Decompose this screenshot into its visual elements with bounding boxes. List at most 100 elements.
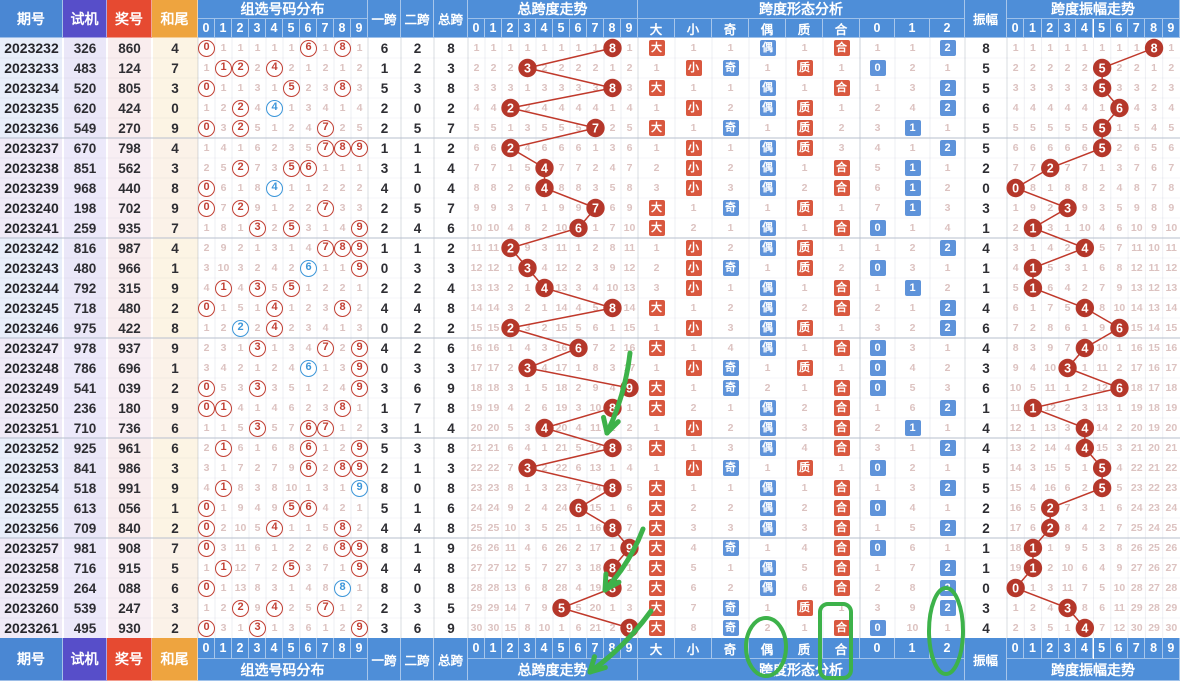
miss-count: 11 xyxy=(1096,362,1108,374)
form-cell: 5 xyxy=(860,158,895,178)
span-trend-cell: 12 xyxy=(553,258,570,278)
span-trend-cell: 1 xyxy=(536,198,553,218)
dist-cell: 2 xyxy=(351,518,368,538)
miss-count: 2 xyxy=(1133,62,1140,74)
miss-count: 8 xyxy=(237,482,244,494)
miss-count: 30 xyxy=(1130,622,1143,634)
miss-count: 4 xyxy=(1099,562,1106,574)
form-cell: 大 xyxy=(638,398,675,418)
miss-count: 6 xyxy=(1047,282,1054,294)
hit-digit-circle: 4 xyxy=(266,299,283,317)
span-total-cell: 3 xyxy=(447,260,455,276)
miss-count: 1 xyxy=(1081,262,1088,274)
period-cell: 2023233 xyxy=(4,60,59,76)
form-cell: 1 xyxy=(823,598,860,618)
form-cell: 3 xyxy=(895,78,930,98)
dist-cell: 1 xyxy=(266,618,283,638)
span-trend-cell: 1 xyxy=(536,298,553,318)
miss-count: 8 xyxy=(1081,602,1088,614)
span-total-cell: 4 xyxy=(447,420,455,436)
span-total-cell: 8 xyxy=(447,440,455,456)
form-cell: 1 xyxy=(786,278,823,298)
miss-count: 1 xyxy=(653,242,660,254)
amp-trend-cell: 6 xyxy=(1059,478,1076,498)
span-trend-cell: 20 xyxy=(468,418,485,438)
dist-cell: 2 xyxy=(215,598,232,618)
dist-cell: 3 xyxy=(249,278,266,298)
period-cell: 2023241 xyxy=(4,220,59,236)
span-trend-cell: 24 xyxy=(485,498,502,518)
form-cell: 2 xyxy=(930,278,965,298)
sum-tail-cell: 7 xyxy=(171,220,179,236)
hit-digit-circle: 8 xyxy=(334,459,351,477)
amplitude-cell: 2 xyxy=(982,500,990,516)
miss-count: 29 xyxy=(1148,622,1160,634)
miss-count: 2 xyxy=(237,242,244,254)
dist-cell: 8 xyxy=(334,238,351,258)
dist-cell: 3 xyxy=(198,358,215,378)
amplitude-cell: 1 xyxy=(982,220,990,236)
span2-cell: 4 xyxy=(413,520,422,536)
miss-count: 3 xyxy=(237,382,244,394)
amp-trend-cell: 1 xyxy=(1024,38,1041,58)
miss-count: 19 xyxy=(1165,402,1178,414)
amp-trend-cell: 1 xyxy=(1094,38,1111,58)
miss-count: 19 xyxy=(1148,422,1160,434)
amp-trend-cell: 19 xyxy=(1128,398,1145,418)
miss-count: 1 xyxy=(541,202,548,214)
hit-digit-circle: 2 xyxy=(232,59,249,77)
span1-cell: 2 xyxy=(380,120,389,136)
span-trend-cell: 6 xyxy=(536,538,553,558)
hit-digit-circle: 1 xyxy=(215,279,232,297)
miss-count: 6 xyxy=(288,402,295,414)
miss-count: 16 xyxy=(623,342,636,354)
miss-count: 2 xyxy=(322,62,329,74)
repeat-digit-circle: 2 xyxy=(232,319,249,337)
form-badge: 奇 xyxy=(722,620,739,636)
amp-trend-cell: 6 xyxy=(1111,498,1128,518)
amplitude-cell: 6 xyxy=(982,380,990,396)
form-cell: 1 xyxy=(749,358,786,378)
span-trend-cell: 5 xyxy=(468,118,485,138)
miss-count: 1 xyxy=(288,522,295,534)
amp-trend-cell: 7 xyxy=(1007,158,1024,178)
form-cell: 质 xyxy=(786,358,823,378)
miss-count: 3 xyxy=(507,302,514,314)
miss-count: 1 xyxy=(220,502,227,514)
miss-count: 2 xyxy=(1047,562,1054,574)
miss-count: 8 xyxy=(1151,202,1157,214)
miss-count: 2 xyxy=(575,62,582,74)
miss-count: 1 xyxy=(727,42,734,54)
miss-count: 28 xyxy=(555,582,568,594)
dist-cell: 1 xyxy=(351,498,368,518)
span2-cell: 3 xyxy=(413,600,422,616)
miss-count: 1 xyxy=(690,482,697,494)
sum-tail-cell: 4 xyxy=(171,140,179,156)
form-col-footer: 合 xyxy=(823,638,860,659)
amp-trend-cell: 17 xyxy=(1128,358,1145,378)
span-trend-digit-footer: 6 xyxy=(570,638,587,659)
miss-count: 1 xyxy=(220,42,227,54)
miss-count: 9 xyxy=(1064,542,1071,554)
miss-count: 1 xyxy=(356,162,363,174)
form-cell: 2 xyxy=(712,298,749,318)
miss-count: 1 xyxy=(944,462,951,474)
miss-count: 2 xyxy=(1116,62,1123,74)
span2-cell: 0 xyxy=(413,180,422,196)
span-trend-cell: 1 xyxy=(485,38,502,58)
miss-count: 11 xyxy=(623,242,636,254)
test-number-cell: 259 xyxy=(73,220,97,236)
miss-count: 6 xyxy=(1047,142,1054,154)
dist-cell: 1 xyxy=(334,418,351,438)
miss-count: 25 xyxy=(555,522,568,534)
miss-count: 1 xyxy=(1030,422,1036,434)
amp-trend-cell: 9 xyxy=(1076,198,1093,218)
miss-count: 3 xyxy=(592,82,599,94)
form-badge: 大 xyxy=(648,400,665,416)
miss-count: 1 xyxy=(1116,402,1123,414)
miss-count: 2 xyxy=(524,402,531,414)
form-cell: 2 xyxy=(675,398,712,418)
span-trend-cell: 18 xyxy=(553,378,570,398)
dist-digit-footer: 8 xyxy=(334,638,351,659)
test-number-cell: 670 xyxy=(73,140,97,156)
